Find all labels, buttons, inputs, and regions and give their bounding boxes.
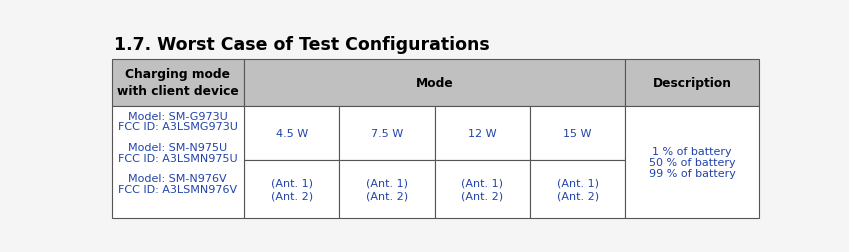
Text: Charging mode
with client device: Charging mode with client device [117, 68, 239, 98]
Text: (Ant. 1)
(Ant. 2): (Ant. 1) (Ant. 2) [271, 178, 312, 201]
Text: Model: SM-N975U: Model: SM-N975U [128, 143, 228, 152]
Bar [530, 107, 626, 161]
Bar [340, 107, 435, 161]
Bar [530, 161, 626, 218]
Bar [435, 161, 530, 218]
Text: (Ant. 1)
(Ant. 2): (Ant. 1) (Ant. 2) [557, 178, 599, 201]
Text: 99 % of battery: 99 % of battery [649, 168, 735, 178]
Text: FCC ID: A3LSMG973U: FCC ID: A3LSMG973U [118, 122, 238, 132]
Text: (Ant. 1)
(Ant. 2): (Ant. 1) (Ant. 2) [461, 178, 503, 201]
Text: 1 % of battery: 1 % of battery [652, 147, 732, 157]
Text: 15 W: 15 W [564, 129, 592, 139]
Text: 7.5 W: 7.5 W [371, 129, 403, 139]
Text: (Ant. 1)
(Ant. 2): (Ant. 1) (Ant. 2) [366, 178, 408, 201]
Bar [626, 107, 759, 218]
Bar [626, 59, 759, 107]
Text: Model: SM-G973U: Model: SM-G973U [128, 112, 228, 121]
Bar [111, 59, 244, 107]
Text: 1.7. Worst Case of Test Configurations: 1.7. Worst Case of Test Configurations [114, 36, 490, 53]
Text: 12 W: 12 W [468, 129, 497, 139]
Bar [340, 161, 435, 218]
Bar [111, 107, 244, 218]
Text: FCC ID: A3LSMN975U: FCC ID: A3LSMN975U [118, 153, 238, 163]
Text: Mode: Mode [416, 77, 453, 90]
Bar [244, 59, 626, 107]
Text: Model: SM-N976V: Model: SM-N976V [128, 174, 228, 184]
Text: Description: Description [653, 77, 732, 90]
Text: FCC ID: A3LSMN976V: FCC ID: A3LSMN976V [118, 184, 238, 194]
Bar [244, 161, 340, 218]
Text: 4.5 W: 4.5 W [276, 129, 308, 139]
Bar [435, 107, 530, 161]
Bar [244, 107, 340, 161]
Text: 50 % of battery: 50 % of battery [649, 158, 735, 168]
